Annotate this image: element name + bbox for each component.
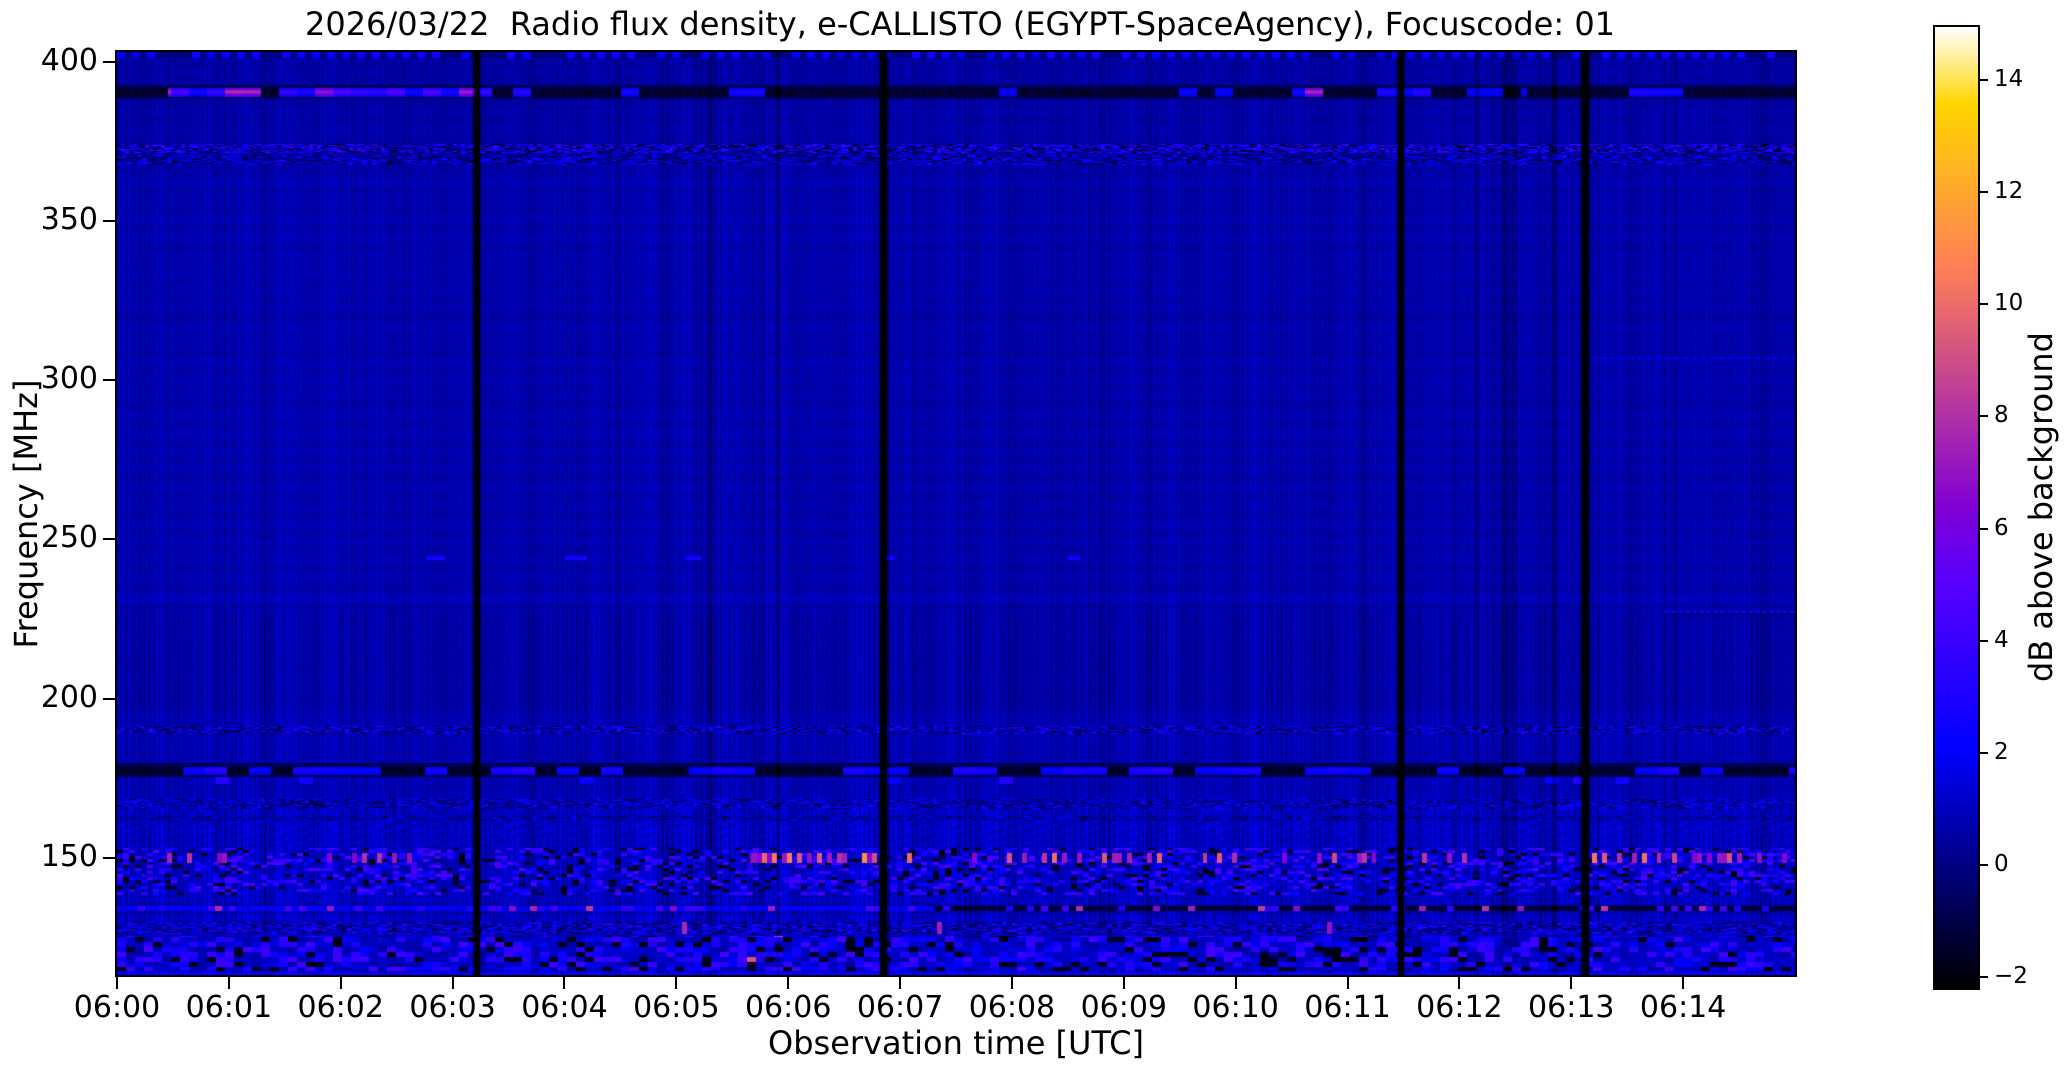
colorbar-tick-mark xyxy=(1980,415,1988,418)
x-tick-label: 06:05 xyxy=(633,990,720,1025)
colorbar-tick-mark xyxy=(1980,863,1988,866)
colorbar-tick-label: 10 xyxy=(1994,290,2024,317)
colorbar-label: dB above background xyxy=(2022,332,2060,682)
y-tick-mark xyxy=(103,697,115,700)
colorbar-tick-label: 0 xyxy=(1994,850,2009,877)
y-tick-mark xyxy=(103,379,115,382)
y-tick-label: 300 xyxy=(40,361,98,397)
colorbar-tick-mark xyxy=(1980,975,1988,978)
colorbar-tick-label: 14 xyxy=(1994,66,2024,93)
y-tick-mark xyxy=(103,856,115,859)
colorbar-canvas xyxy=(1935,27,1978,988)
x-tick-mark xyxy=(1010,977,1013,989)
x-tick-label: 06:13 xyxy=(1528,990,1615,1025)
x-tick-label: 06:06 xyxy=(744,990,832,1025)
x-tick-label: 06:00 xyxy=(73,990,161,1025)
y-tick-mark xyxy=(103,538,115,541)
x-tick-mark xyxy=(1570,977,1573,989)
x-tick-mark xyxy=(1122,977,1125,989)
x-tick-label: 06:08 xyxy=(968,990,1056,1025)
y-tick-label: 400 xyxy=(40,42,98,78)
x-tick-mark xyxy=(451,977,454,989)
x-tick-mark xyxy=(899,977,902,989)
colorbar-tick-mark xyxy=(1980,79,1988,82)
x-axis-label: Observation time [UTC] xyxy=(768,1024,1144,1062)
y-tick-label: 200 xyxy=(40,679,98,715)
y-tick-mark xyxy=(103,220,115,223)
x-tick-label: 06:10 xyxy=(1192,990,1279,1025)
colorbar xyxy=(1933,25,1980,990)
x-tick-label: 06:04 xyxy=(521,990,608,1025)
colorbar-tick-mark xyxy=(1980,751,1988,754)
spectrogram-canvas xyxy=(117,52,1795,975)
x-tick-mark xyxy=(1234,977,1237,989)
colorbar-tick-label: 8 xyxy=(1994,402,2009,429)
x-tick-mark xyxy=(1346,977,1349,989)
x-tick-label: 06:09 xyxy=(1080,990,1168,1025)
chart-title: 2026/03/22 Radio flux density, e-CALLIST… xyxy=(304,5,1616,43)
x-tick-mark xyxy=(339,977,342,989)
y-axis-label: Frequency [MHz] xyxy=(7,379,45,649)
x-tick-label: 06:02 xyxy=(297,990,384,1025)
x-tick-label: 06:03 xyxy=(409,990,496,1025)
colorbar-tick-label: 2 xyxy=(1994,738,2009,765)
plot-area xyxy=(115,50,1797,977)
colorbar-tick-mark xyxy=(1980,191,1988,194)
x-tick-mark xyxy=(563,977,566,989)
x-tick-mark xyxy=(116,977,118,989)
colorbar-tick-label: −2 xyxy=(1994,962,2028,989)
colorbar-tick-mark xyxy=(1980,639,1988,642)
y-tick-mark xyxy=(103,60,115,63)
x-tick-mark xyxy=(675,977,678,989)
x-tick-mark xyxy=(1458,977,1461,989)
x-tick-label: 06:12 xyxy=(1416,990,1503,1025)
x-tick-label: 06:01 xyxy=(185,990,273,1025)
x-tick-mark xyxy=(227,977,230,989)
colorbar-tick-mark xyxy=(1980,527,1988,530)
colorbar-tick-label: 6 xyxy=(1994,514,2009,541)
y-tick-label: 350 xyxy=(40,202,98,238)
y-tick-label: 250 xyxy=(40,520,98,556)
colorbar-tick-label: 4 xyxy=(1994,626,2009,653)
x-tick-mark xyxy=(787,977,790,989)
x-tick-label: 06:14 xyxy=(1639,990,1727,1025)
x-tick-label: 06:07 xyxy=(856,990,944,1025)
colorbar-tick-mark xyxy=(1980,303,1988,306)
x-tick-label: 06:11 xyxy=(1304,990,1391,1025)
y-tick-label: 150 xyxy=(40,838,98,874)
colorbar-tick-label: 12 xyxy=(1994,178,2024,205)
x-tick-mark xyxy=(1682,977,1685,989)
